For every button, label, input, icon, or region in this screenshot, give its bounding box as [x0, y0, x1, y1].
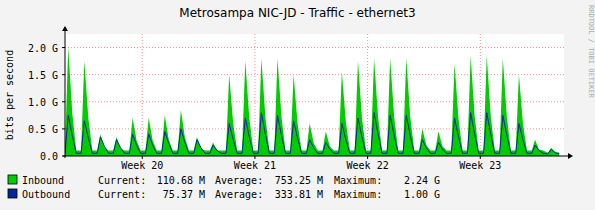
- y-tick-label: 1.0 G: [28, 97, 58, 108]
- x-tick: [254, 156, 255, 159]
- watermark: RRDTOOL / TOBI OETIKER: [587, 5, 595, 99]
- legend-stat-label: Current:: [98, 175, 146, 186]
- x-axis: [63, 156, 569, 157]
- plot-background: [65, 34, 564, 156]
- y-grid-line: [65, 128, 564, 129]
- x-tick: [367, 156, 368, 159]
- x-tick: [480, 156, 481, 159]
- chart: Metrosampa NIC-JD - Traffic - ethernet3 b…: [0, 0, 595, 210]
- legend-stat-label: Current:: [98, 189, 146, 200]
- y-tick: [62, 128, 65, 129]
- y-grid-line: [65, 74, 564, 75]
- legend-stat-value: 75.37 M: [163, 189, 205, 200]
- y-tick-label: 0.0: [40, 151, 58, 162]
- legend-name: Inbound: [22, 175, 64, 186]
- y-tick: [62, 156, 65, 157]
- y-tick: [62, 74, 65, 75]
- legend-name: Outbound: [22, 189, 70, 200]
- x-axis-arrow: [568, 153, 573, 159]
- x-grid-line: [480, 34, 481, 156]
- x-grid-line: [254, 34, 255, 156]
- y-tick-label: 0.5 G: [28, 124, 58, 135]
- x-tick: [142, 156, 143, 159]
- x-grid-line: [142, 34, 143, 156]
- y-tick-label: 1.5 G: [28, 70, 58, 81]
- x-tick-label: Week 22: [347, 160, 389, 171]
- legend-stat-label: Average:: [215, 175, 263, 186]
- legend-stat-label: Maximum:: [334, 175, 382, 186]
- legend-swatch: [8, 189, 17, 198]
- legend-stat-label: Average:: [215, 189, 263, 200]
- y-axis-label: bits per second: [4, 50, 15, 140]
- background: [0, 0, 595, 210]
- legend-stat-value: 110.68 M: [157, 175, 205, 186]
- title: Metrosampa NIC-JD - Traffic - ethernet3: [179, 6, 415, 20]
- legend-stat-value: 2.24 G: [404, 175, 440, 186]
- y-tick: [62, 47, 65, 48]
- x-grid-line: [367, 34, 368, 156]
- legend-swatch: [8, 175, 17, 184]
- legend-stat-value: 333.81 M: [275, 189, 323, 200]
- legend-stat-value: 753.25 M: [275, 175, 323, 186]
- y-tick: [62, 101, 65, 102]
- y-grid-line: [65, 47, 564, 48]
- x-tick-label: Week 21: [234, 160, 276, 171]
- legend-stat-label: Maximum:: [334, 189, 382, 200]
- x-tick-label: Week 20: [121, 160, 163, 171]
- legend-stat-value: 1.00 G: [404, 189, 440, 200]
- y-axis: [65, 30, 66, 158]
- outbound-line: [65, 113, 559, 154]
- y-grid-line: [65, 101, 564, 102]
- y-tick-label: 2.0 G: [28, 43, 58, 54]
- x-tick-label: Week 23: [459, 160, 501, 171]
- y-axis-arrow: [62, 26, 68, 31]
